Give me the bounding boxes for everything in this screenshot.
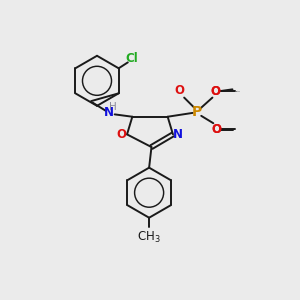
Text: Cl: Cl (125, 52, 138, 65)
Text: N: N (173, 128, 183, 141)
Text: CH$_3$: CH$_3$ (137, 230, 161, 245)
Text: O: O (211, 123, 221, 136)
Text: O: O (210, 85, 220, 98)
Text: O: O (210, 85, 220, 98)
Text: O: O (211, 123, 221, 136)
Text: O: O (117, 128, 127, 141)
Text: P: P (192, 105, 202, 119)
Text: H: H (109, 102, 117, 112)
Text: N: N (104, 106, 114, 119)
Text: O: O (174, 84, 184, 97)
Text: methyl: methyl (236, 91, 241, 92)
